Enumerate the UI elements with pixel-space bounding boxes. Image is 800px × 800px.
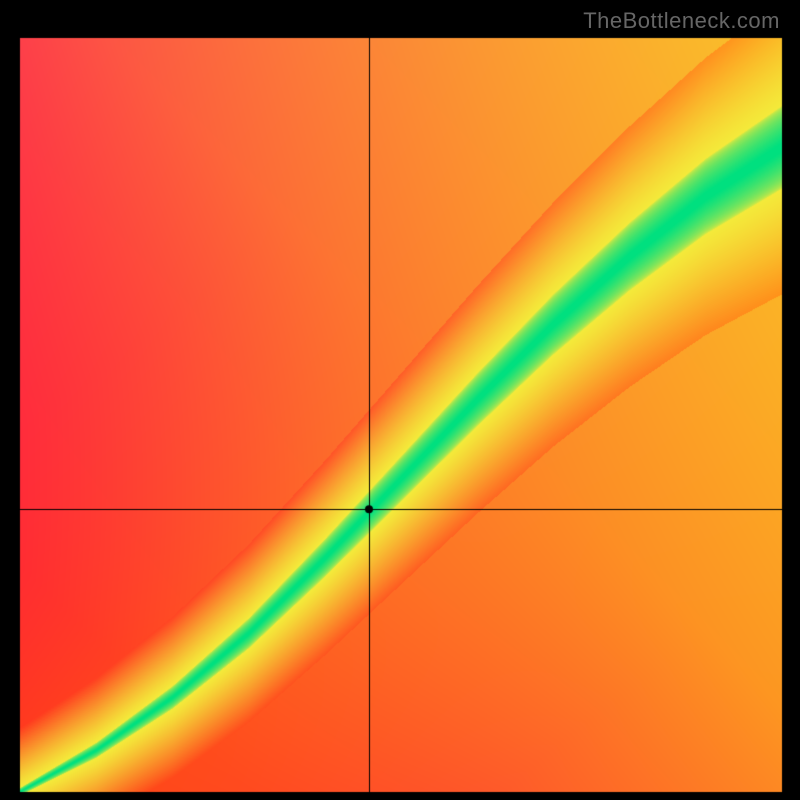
watermark-text: TheBottleneck.com <box>583 8 780 34</box>
bottleneck-heatmap <box>0 0 800 800</box>
